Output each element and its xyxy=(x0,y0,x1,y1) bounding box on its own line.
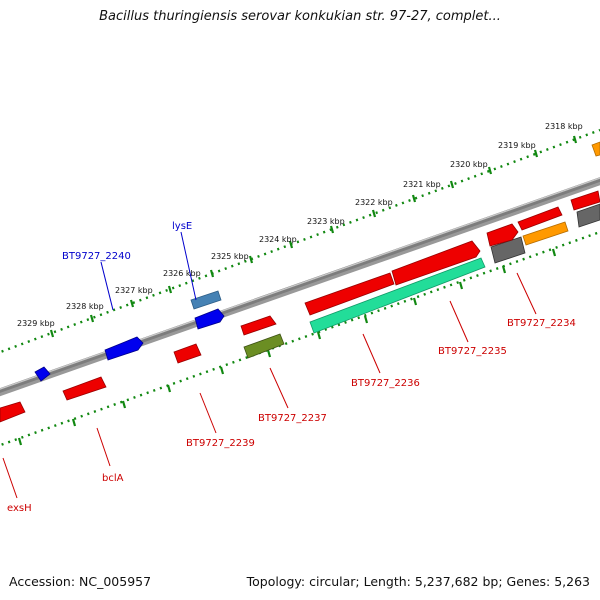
leader-BT9727_2236 xyxy=(362,333,381,374)
gene-label-bclA[interactable]: bclA xyxy=(102,473,124,484)
gene-label-BT9727_2237[interactable]: BT9727_2237 xyxy=(258,413,327,424)
leader-BT9727_2235 xyxy=(449,300,469,343)
feature-lysE[interactable] xyxy=(194,308,225,330)
feature-orange-2[interactable] xyxy=(522,221,569,246)
scale-label-2328: 2328 kbp xyxy=(66,302,104,311)
inner-major-ticks xyxy=(17,248,557,446)
feature-BT9727_2236-top[interactable] xyxy=(304,272,395,316)
scale-label-2319: 2319 kbp xyxy=(498,141,536,150)
leader-BT9727_2234 xyxy=(516,272,537,315)
gene-label-BT9727_2239[interactable]: BT9727_2239 xyxy=(186,438,255,449)
gene-label-exsH[interactable]: exsH xyxy=(7,503,32,514)
feature-orange[interactable] xyxy=(591,141,600,157)
scale-label-2323: 2323 kbp xyxy=(307,217,345,226)
gene-label-BT9727_2240[interactable]: BT9727_2240 xyxy=(62,251,131,262)
gene-label-BT9727_2235[interactable]: BT9727_2235 xyxy=(438,346,507,357)
map-title: Bacillus thuringiensis serovar konkukian… xyxy=(99,9,501,24)
scale-label-2327: 2327 kbp xyxy=(115,286,153,295)
scale-label-2325: 2325 kbp xyxy=(211,252,249,261)
feature-exsH[interactable] xyxy=(0,401,26,423)
leader-bclA xyxy=(96,427,111,467)
leader-exsH xyxy=(2,457,18,499)
feature-forward-4[interactable] xyxy=(34,366,51,382)
feature-BT9727_2239[interactable] xyxy=(173,343,202,364)
scale-label-2324: 2324 kbp xyxy=(259,235,297,244)
forward-features xyxy=(34,141,600,382)
label-leaders xyxy=(2,231,537,499)
scale-label-2329: 2329 kbp xyxy=(17,319,55,328)
feature-BT9727_2237[interactable] xyxy=(240,315,277,336)
outer-scale-line xyxy=(0,128,600,354)
accession-label: Accession: NC_005957 xyxy=(9,574,152,589)
scale-label-2321: 2321 kbp xyxy=(403,180,441,189)
gene-label-BT9727_2236[interactable]: BT9727_2236 xyxy=(351,378,420,389)
leader-BT9727_2237 xyxy=(269,367,289,409)
scale-labels: 2318 kbp 2319 kbp 2320 kbp 2321 kbp 2322… xyxy=(17,122,583,328)
feature-red-3[interactable] xyxy=(486,223,519,247)
genome-summary: Topology: circular; Length: 5,237,682 bp… xyxy=(246,574,590,589)
scale-label-2326: 2326 kbp xyxy=(163,269,201,278)
feature-BT9727_2235[interactable] xyxy=(391,240,481,286)
feature-BT9727_2240[interactable] xyxy=(104,336,144,361)
feature-red-2[interactable] xyxy=(517,206,563,231)
leader-BT9727_2239 xyxy=(199,392,217,434)
feature-red-1[interactable] xyxy=(570,190,600,211)
leader-lysE xyxy=(180,231,197,301)
outer-major-ticks xyxy=(49,135,578,338)
feature-BT9727_2236[interactable] xyxy=(309,257,486,334)
gene-label-BT9727_2234[interactable]: BT9727_2234 xyxy=(507,318,576,329)
gene-label-lysE[interactable]: lysE xyxy=(172,221,192,232)
reverse-features xyxy=(0,190,600,423)
scale-label-2320: 2320 kbp xyxy=(450,160,488,169)
feature-tRNA[interactable] xyxy=(243,333,285,359)
feature-bclA[interactable] xyxy=(62,376,107,401)
gene-labels: lysE BT9727_2240 BT9727_2234 BT9727_2235… xyxy=(7,221,576,514)
scale-label-2318: 2318 kbp xyxy=(545,122,583,131)
feature-forward-1[interactable] xyxy=(190,290,222,310)
leader-BT9727_2240 xyxy=(100,261,114,311)
scale-label-2322: 2322 kbp xyxy=(355,198,393,207)
feature-misc-1[interactable] xyxy=(576,203,600,228)
backbone-highlight xyxy=(0,177,600,390)
dna-backbone xyxy=(0,177,600,393)
